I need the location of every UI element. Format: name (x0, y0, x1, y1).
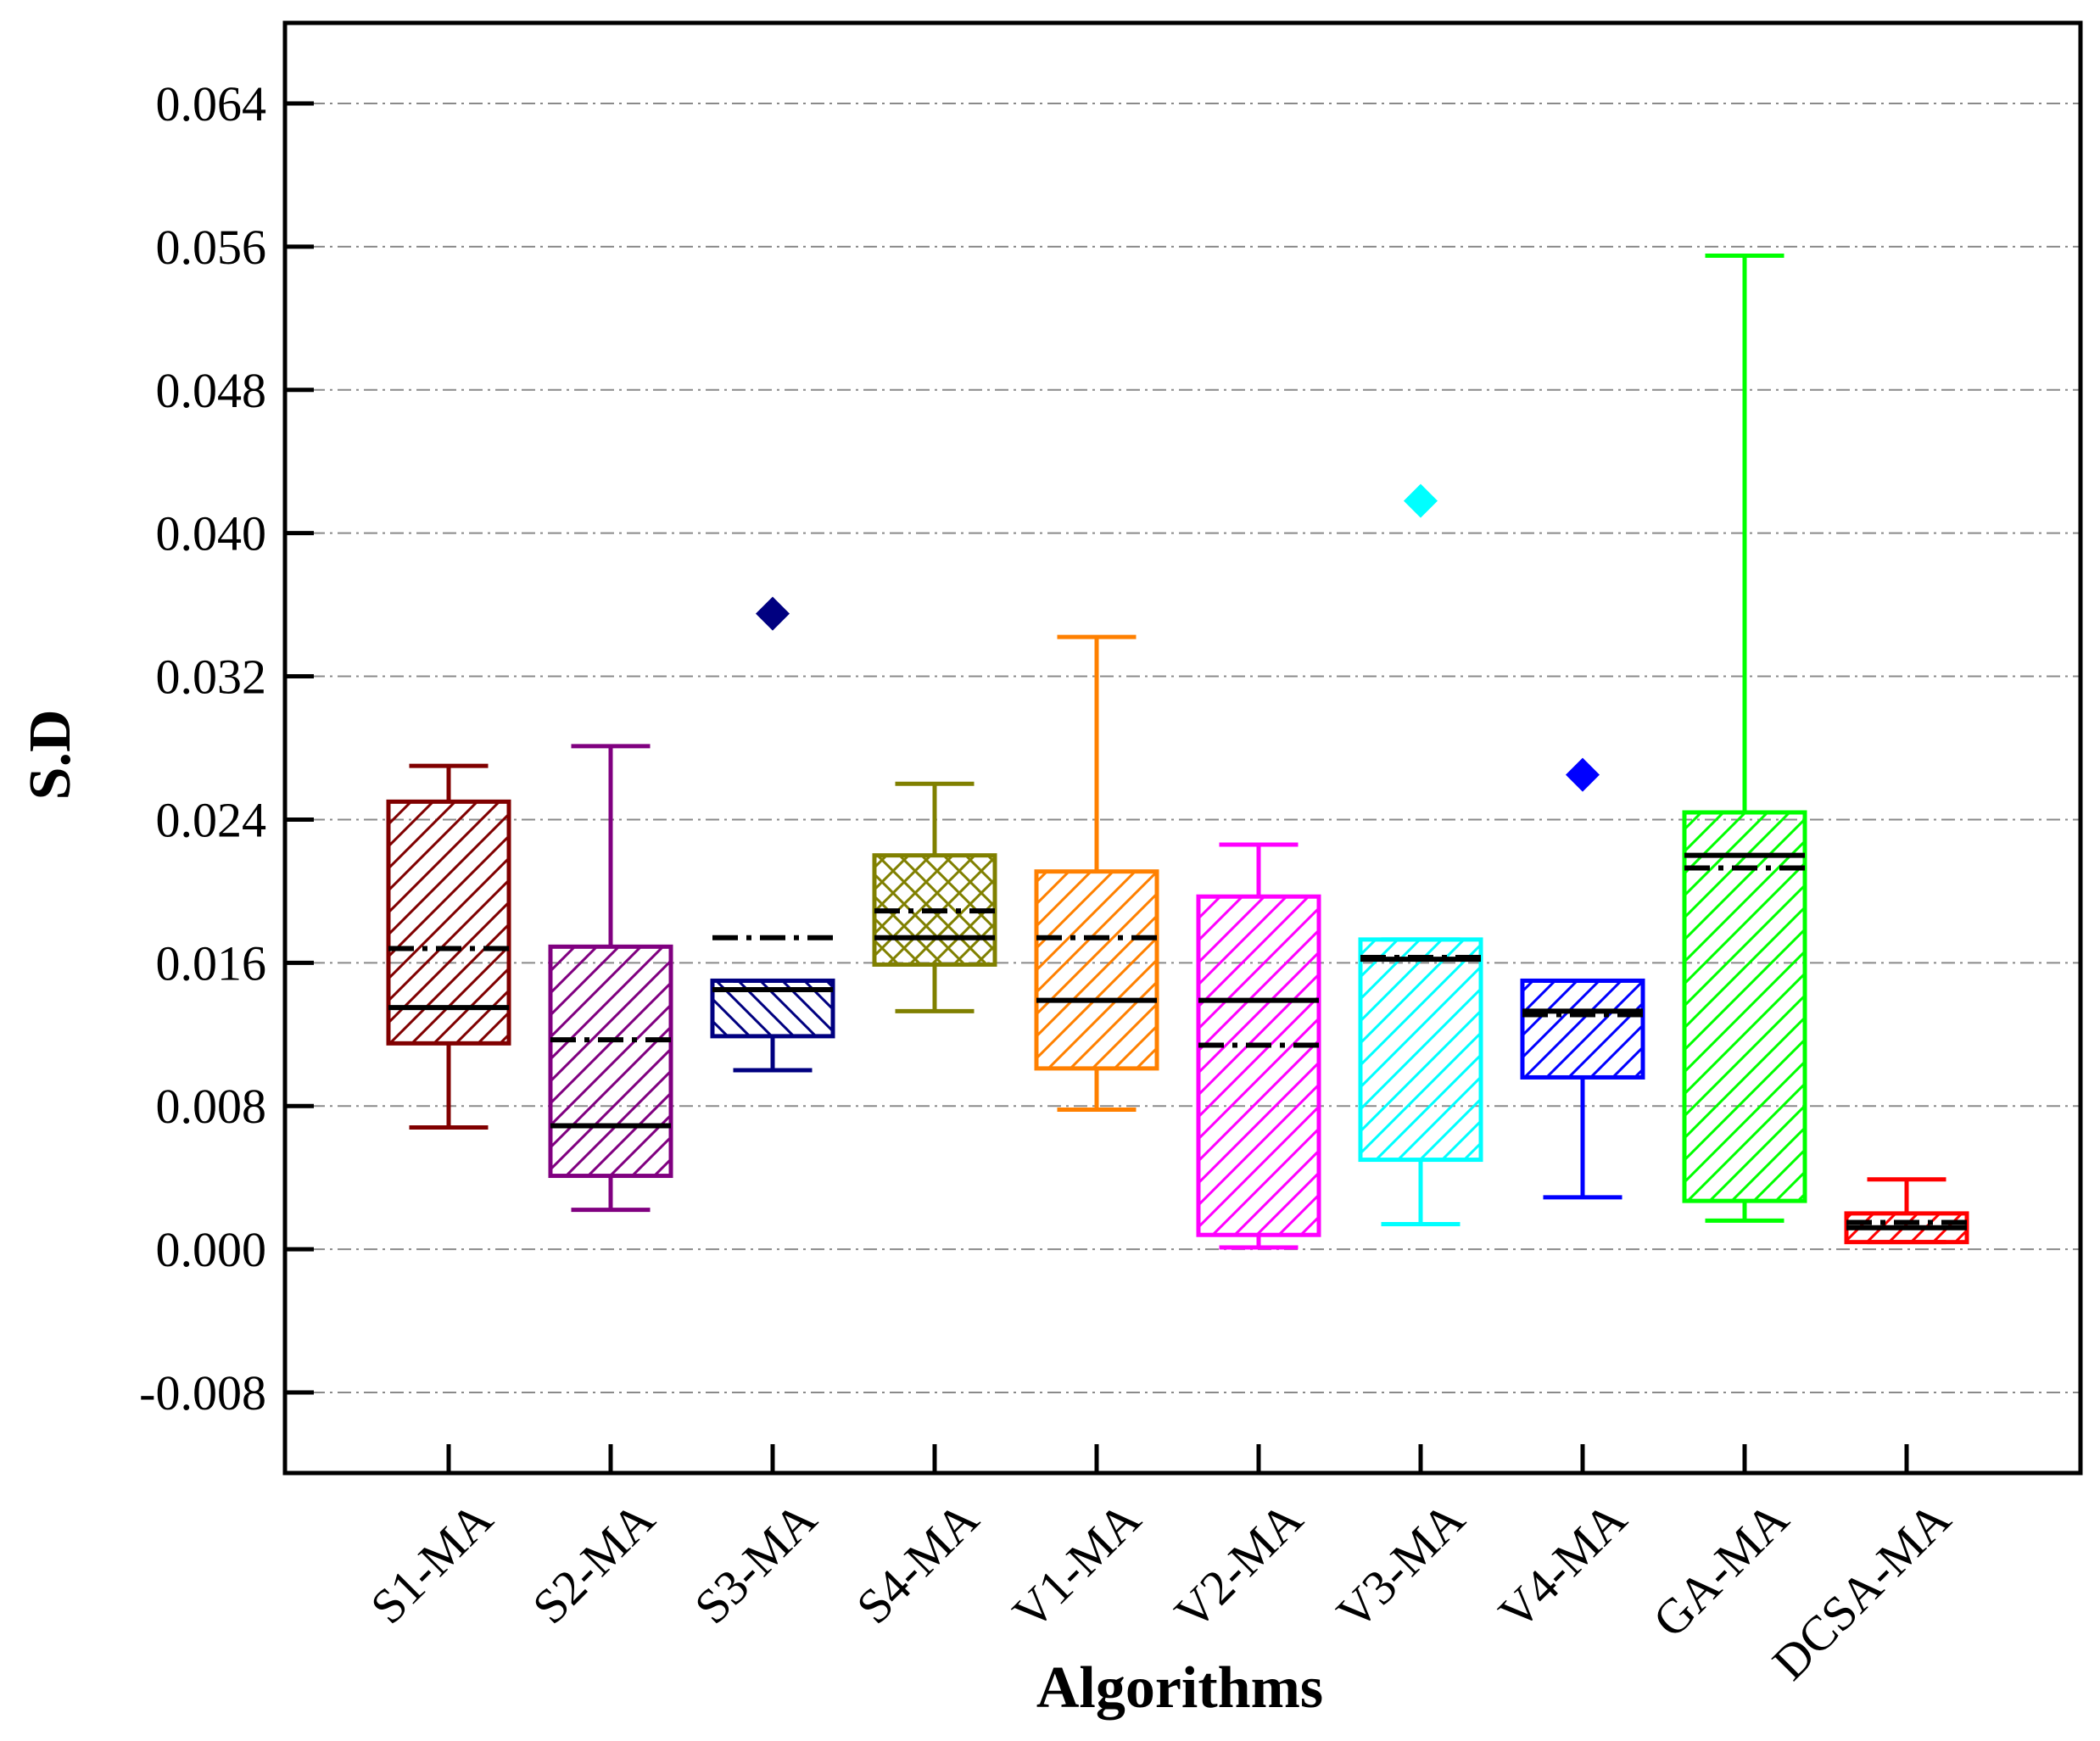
x-tick-label: DCSA-MA (1762, 1491, 1961, 1690)
box-iqr (1196, 894, 1321, 1237)
x-tick-label: V1-MA (1002, 1491, 1151, 1640)
box-s3-ma (710, 596, 835, 1073)
y-tick-label: 0.040 (156, 506, 267, 561)
x-tick-label: S3-MA (684, 1491, 827, 1634)
x-tick-label: S4-MA (846, 1491, 989, 1634)
x-tick-label: GA-MA (1642, 1491, 1799, 1648)
outlier-point (1566, 757, 1600, 792)
box-iqr (1358, 937, 1483, 1163)
box-v3-ma (1358, 483, 1483, 1227)
y-tick-label: 0.016 (156, 935, 267, 990)
y-tick-label: -0.008 (139, 1365, 266, 1420)
outlier-point (1404, 483, 1438, 518)
x-tick-label: V2-MA (1164, 1491, 1313, 1640)
x-tick-label: S1-MA (360, 1491, 503, 1634)
box-v4-ma (1520, 757, 1645, 1200)
x-tick-label: V3-MA (1326, 1491, 1475, 1640)
x-tick-label: V4-MA (1488, 1491, 1637, 1640)
box-s1-ma (386, 763, 511, 1130)
y-tick-label: 0.008 (156, 1079, 267, 1134)
y-tick-label: 0.064 (156, 76, 267, 131)
y-tick-label: 0.032 (156, 650, 267, 705)
x-axis-title: Algorithms (1036, 1655, 1323, 1721)
box-iqr (1034, 869, 1159, 1071)
plot-area-frame (282, 20, 2083, 1476)
x-tick-label: S2-MA (522, 1491, 665, 1634)
y-tick-label: 0.056 (156, 220, 267, 275)
box-series (386, 253, 1969, 1250)
box-dcsa-ma (1844, 1177, 1969, 1245)
box-s4-ma (872, 781, 997, 1013)
outlier-point (756, 596, 790, 631)
box-iqr (1682, 810, 1807, 1203)
y-tick-label: 0.048 (156, 363, 267, 418)
box-iqr (548, 944, 673, 1179)
box-iqr (386, 799, 511, 1046)
y-tick-label: 0.000 (156, 1222, 267, 1277)
box-s2-ma (548, 744, 673, 1213)
box-iqr (1520, 978, 1645, 1080)
y-tick-label: 0.024 (156, 792, 267, 847)
y-axis-title: S.D (18, 710, 83, 801)
box-ga-ma (1682, 253, 1807, 1223)
box-v2-ma (1196, 842, 1321, 1250)
box-v1-ma (1034, 634, 1159, 1112)
grid-lines (285, 103, 2080, 1393)
